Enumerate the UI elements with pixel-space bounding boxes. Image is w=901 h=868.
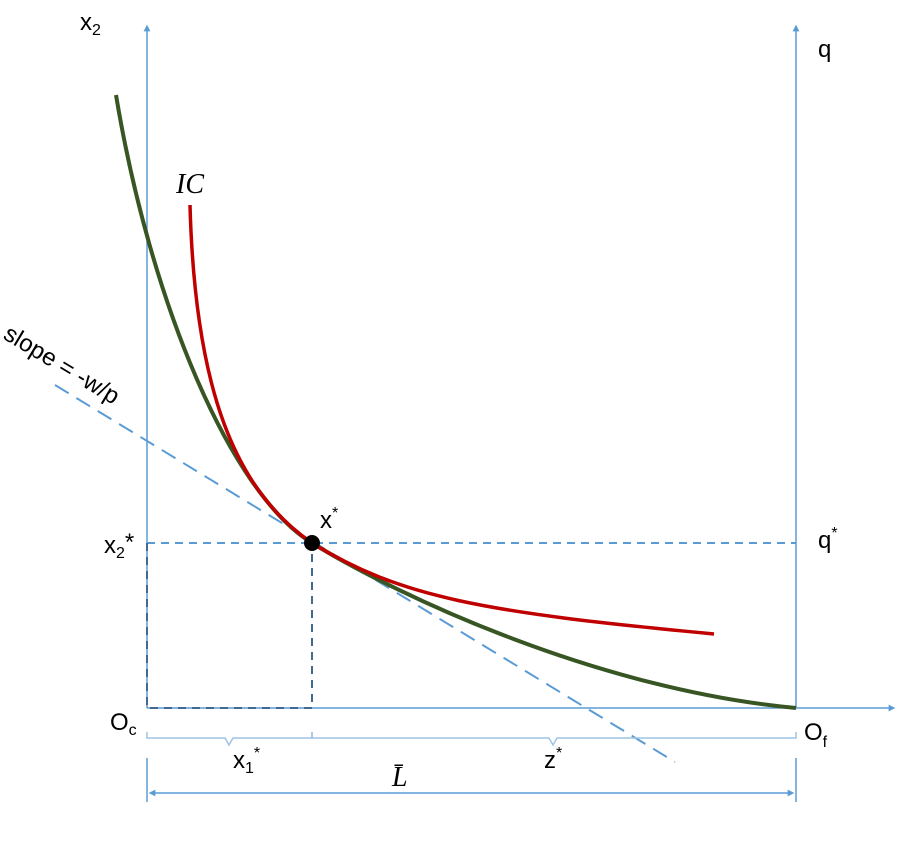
axis-label: q (818, 36, 831, 63)
point-label: x* (320, 505, 338, 534)
level-label: q* (818, 525, 838, 554)
indifference-curve (188, 204, 715, 636)
brace (146, 732, 313, 747)
brace (311, 732, 797, 747)
curve-label: IC (175, 169, 204, 200)
segment-label: x1* (233, 745, 260, 777)
segment-label: L̄ (391, 762, 408, 793)
axis-label: x2 (80, 9, 101, 39)
origin-label: Oc (110, 709, 137, 739)
optimum-point (304, 535, 320, 551)
segment-label: z* (544, 745, 562, 774)
slope-label: slope = -w/p (0, 320, 124, 410)
box (146, 543, 313, 709)
level-label: x2* (104, 529, 134, 562)
origin-label: Of (804, 719, 828, 751)
